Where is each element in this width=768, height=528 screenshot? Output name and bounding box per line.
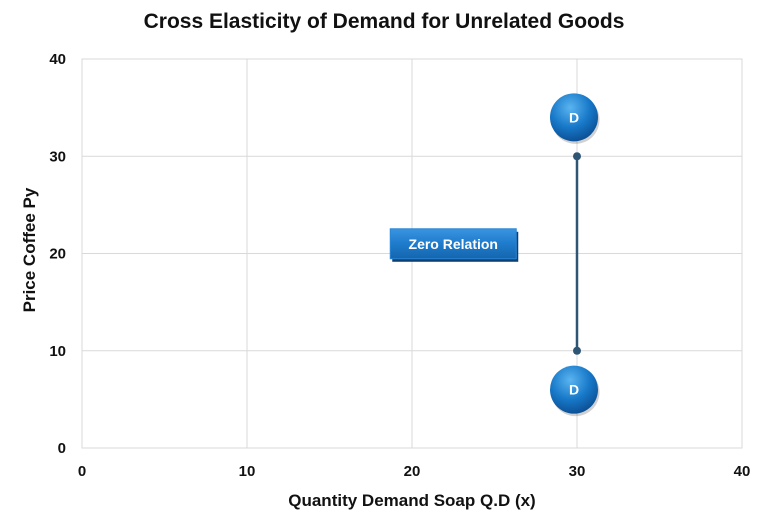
y-tick-label: 30 (49, 148, 66, 165)
zero-relation-box: Zero Relation (389, 228, 519, 262)
box-body (389, 228, 517, 260)
x-tick-label: 20 (404, 463, 421, 480)
x-tick-label: 40 (734, 463, 751, 480)
x-tick-label: 10 (239, 463, 256, 480)
marker-ball (550, 93, 598, 142)
marker-ball (550, 365, 598, 414)
marker-label: D (569, 109, 579, 125)
y-tick-label: 0 (58, 440, 66, 457)
box-label: Zero Relation (409, 236, 498, 252)
x-tick-label: 0 (78, 463, 86, 480)
x-tick-label: 30 (569, 463, 586, 480)
y-tick-label: 40 (49, 51, 66, 68)
data-point (573, 346, 581, 355)
chart-title: Cross Elasticity of Demand for Unrelated… (143, 10, 625, 33)
demand-marker: D (550, 365, 600, 417)
y-tick-label: 20 (49, 246, 66, 263)
y-tick-label: 10 (49, 343, 66, 360)
marker-label: D (569, 382, 579, 398)
data-point (573, 152, 581, 161)
demand-marker: D (550, 93, 600, 144)
x-axis-label: Quantity Demand Soap Q.D (x) (288, 491, 536, 510)
